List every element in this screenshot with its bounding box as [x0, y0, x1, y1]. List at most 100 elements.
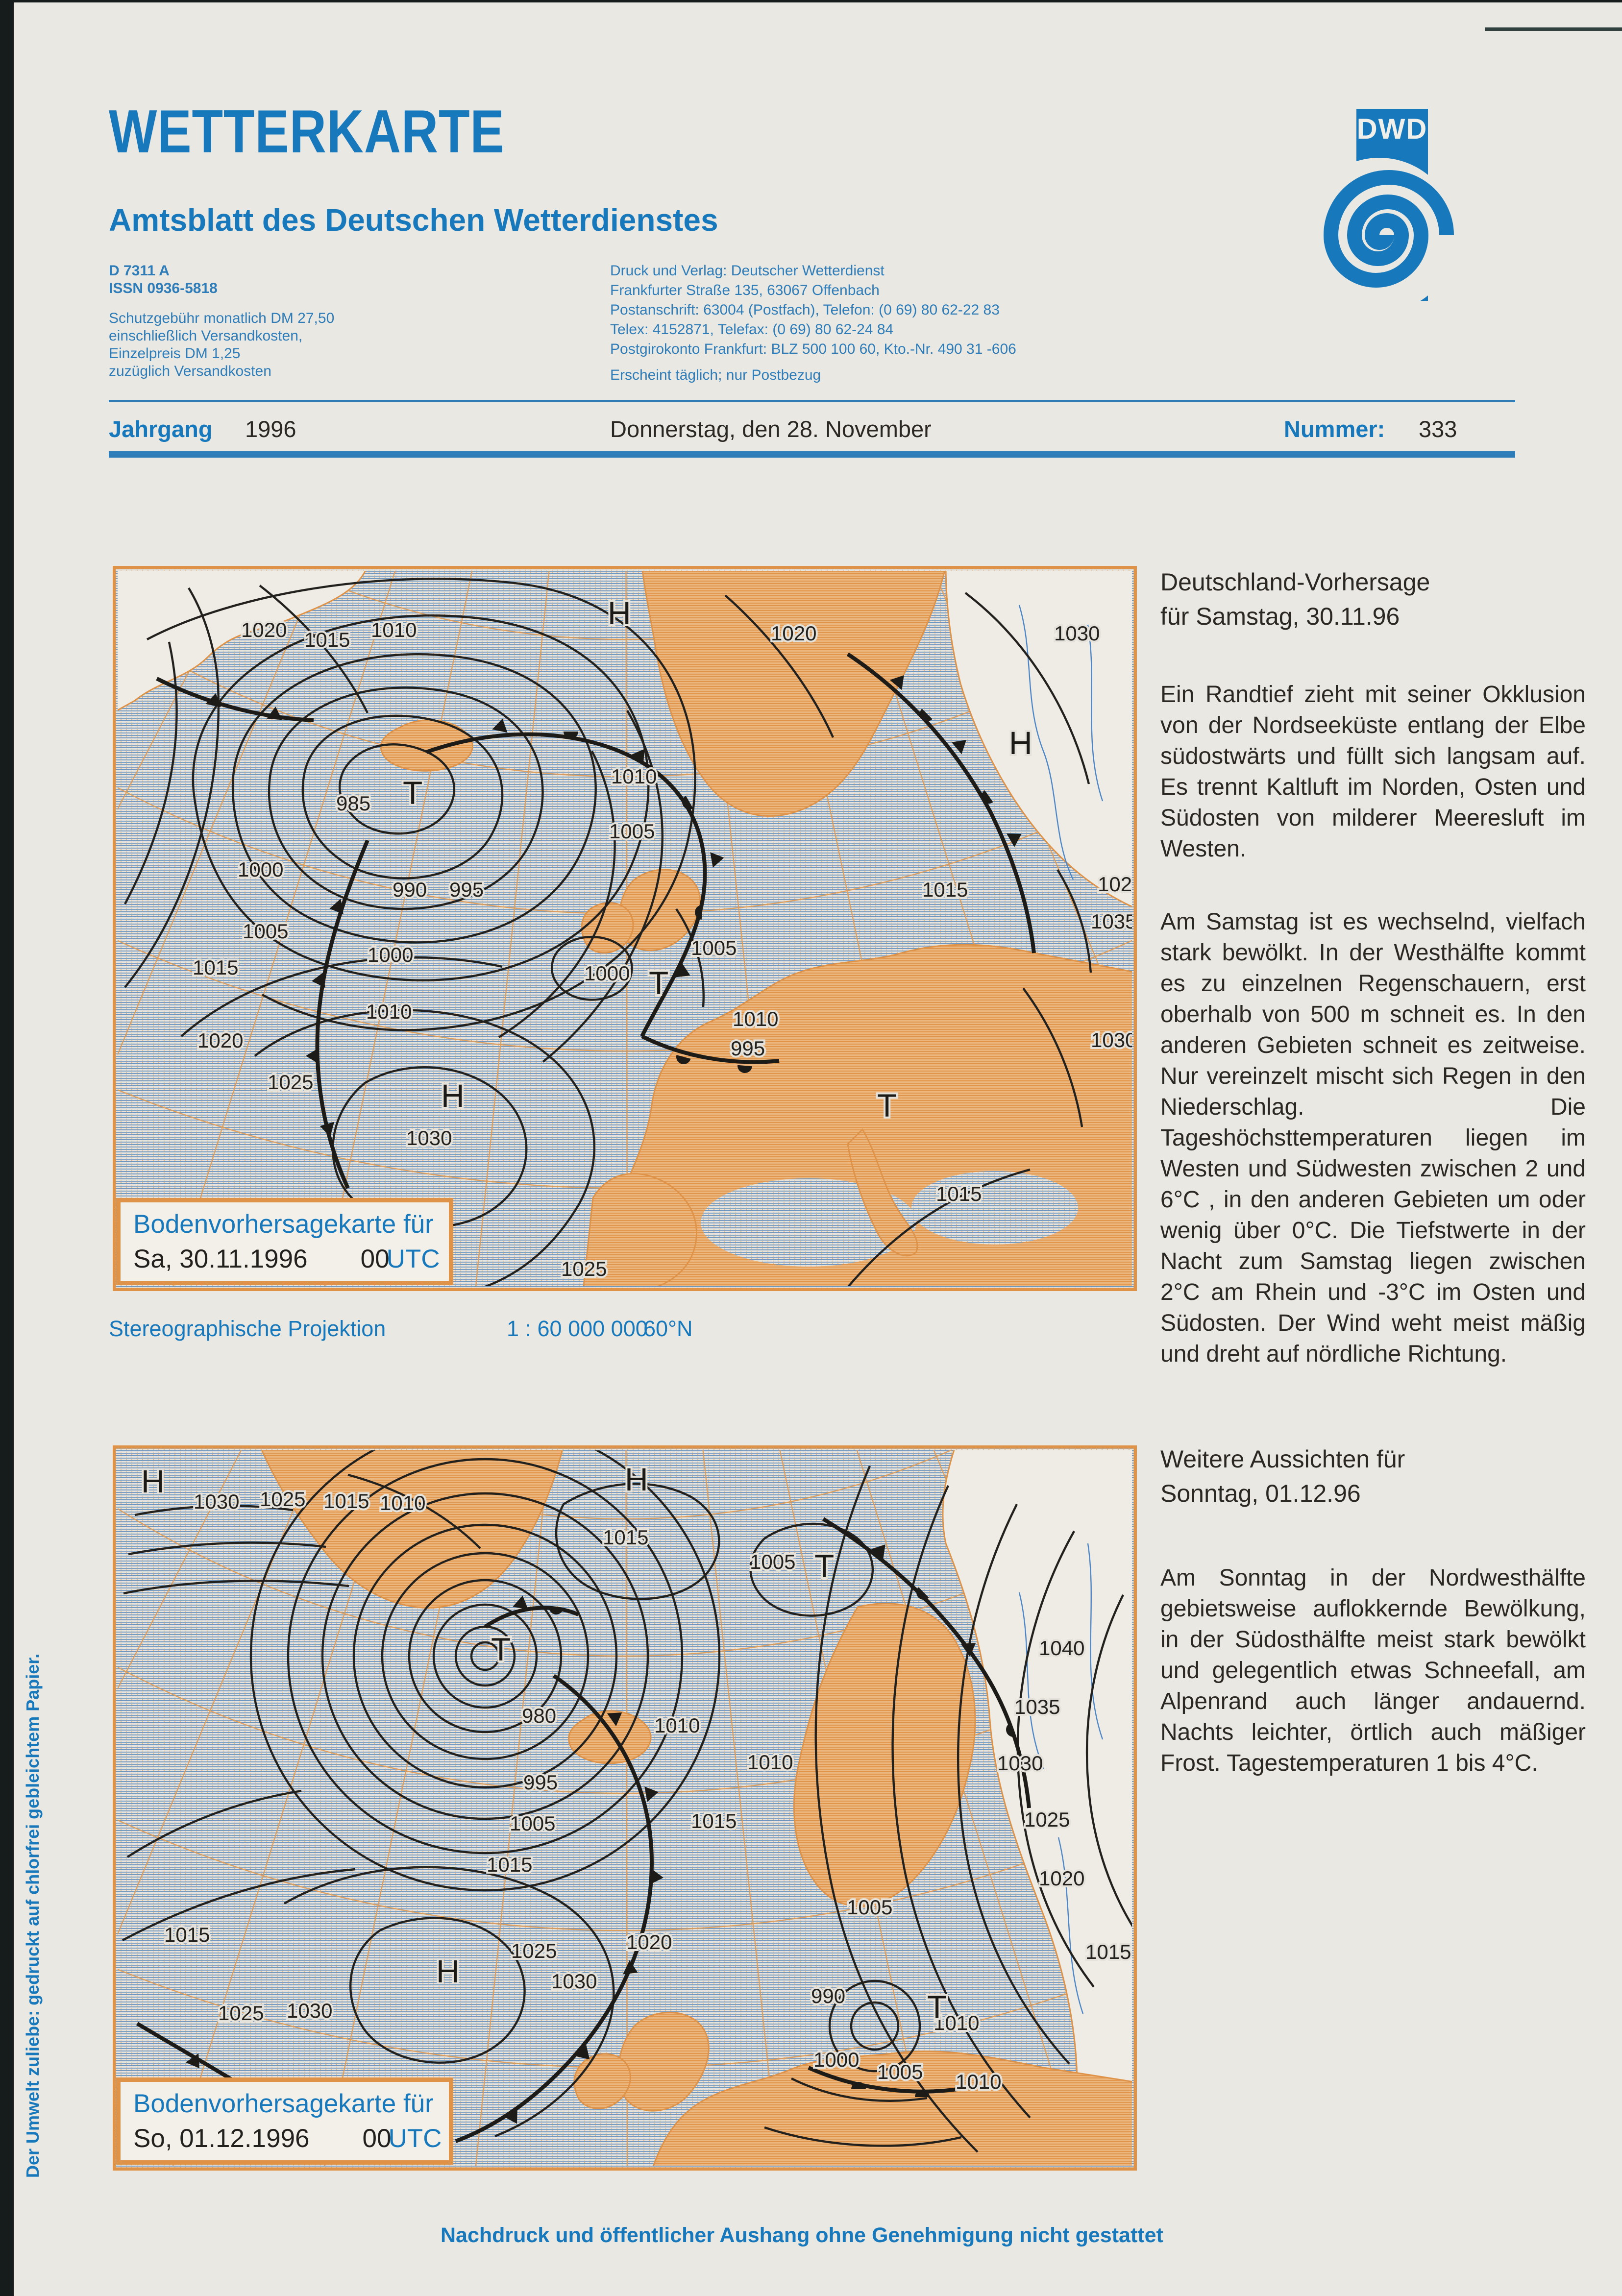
svg-text:1030: 1030 — [997, 1752, 1043, 1775]
dwd-logo: DWD — [1274, 98, 1480, 323]
svg-text:1005: 1005 — [243, 920, 288, 943]
landmasses — [261, 1450, 1132, 2166]
svg-text:1030: 1030 — [1091, 1028, 1136, 1051]
svg-text:1035: 1035 — [1014, 1695, 1060, 1718]
svg-text:995: 995 — [523, 1771, 558, 1794]
rivers — [1018, 605, 1104, 880]
issue-date: Donnerstag, den 28. November — [610, 416, 932, 442]
svg-text:990: 990 — [811, 1984, 845, 2007]
svg-text:1005: 1005 — [691, 936, 737, 959]
divider-thick — [109, 451, 1515, 458]
svg-text:1010: 1010 — [380, 1491, 425, 1514]
svg-text:1010: 1010 — [366, 1000, 412, 1023]
reprint-notice: Nachdruck und öffentlicher Aushang ohne … — [441, 2223, 1163, 2247]
page-title: WETTERKARTE — [109, 98, 505, 166]
svg-text:H: H — [608, 595, 631, 631]
map2-caption-title: Bodenvorhersagekarte für — [133, 2089, 434, 2118]
svg-text:1020: 1020 — [1039, 1867, 1084, 1890]
svg-text:1015: 1015 — [193, 956, 238, 979]
svg-text:T: T — [877, 1087, 897, 1124]
weather-map-2: H 1030 1025 1015 1010 H 1015 1005 T T 980 995 1005 10… — [113, 1445, 1137, 2171]
svg-text:H: H — [436, 1953, 460, 1989]
svg-text:1010: 1010 — [956, 2070, 1001, 2093]
svg-text:1005: 1005 — [847, 1896, 892, 1919]
svg-text:1015: 1015 — [603, 1526, 648, 1549]
svg-text:T: T — [649, 965, 668, 1001]
svg-text:1015: 1015 — [323, 1490, 369, 1513]
dwd-spiral-icon — [1302, 109, 1457, 313]
jahrgang-label: Jahrgang — [109, 416, 213, 442]
issn: ISSN 0936-5818 — [109, 280, 218, 296]
dwd-logo-text: DWD — [1356, 113, 1428, 145]
svg-text:1040: 1040 — [1039, 1637, 1084, 1660]
svg-text:1010: 1010 — [611, 765, 657, 788]
projection-scale: 1 : 60 000 000 — [507, 1316, 648, 1341]
svg-text:1025: 1025 — [260, 1488, 305, 1511]
page-subtitle: Amtsblatt des Deutschen Wetterdienstes — [109, 202, 718, 238]
scan-edge-top — [0, 0, 1622, 2]
svg-text:H: H — [1009, 725, 1032, 761]
scan-artifact — [1485, 27, 1622, 31]
svg-text:T: T — [814, 1548, 834, 1584]
publisher-info: Druck und Verlag: Deutscher Wetterdienst… — [610, 263, 1016, 357]
svg-text:1015: 1015 — [487, 1853, 532, 1876]
svg-text:T: T — [403, 775, 422, 811]
jahrgang-value: 1996 — [245, 416, 296, 442]
svg-text:1025: 1025 — [1098, 873, 1137, 896]
svg-text:1000: 1000 — [368, 943, 413, 966]
svg-text:1030: 1030 — [287, 1999, 332, 2022]
price-info: Schutzgebühr monatlich DM 27,50 einschli… — [109, 310, 335, 379]
svg-text:1025: 1025 — [561, 1257, 607, 1280]
svg-text:1000: 1000 — [238, 858, 283, 881]
svg-text:1015: 1015 — [1085, 1940, 1131, 1963]
utc-label: UTC — [386, 1245, 440, 1273]
svg-text:1025: 1025 — [268, 1071, 313, 1094]
svg-text:1020: 1020 — [771, 622, 816, 645]
surface-map-saturday: 1020 1015 1010 H 1020 1030 985 T 990 995 1000 1005 1… — [113, 566, 1137, 1291]
svg-text:1020: 1020 — [241, 618, 287, 641]
svg-text:T: T — [927, 1989, 947, 2025]
svg-text:1010: 1010 — [733, 1007, 778, 1030]
publication-number: D 7311 A — [109, 263, 170, 279]
svg-text:1010: 1010 — [934, 2011, 979, 2034]
svg-text:1005: 1005 — [750, 1550, 795, 1573]
svg-text:1020: 1020 — [626, 1930, 672, 1954]
publication-ids: D 7311 A ISSN 0936-5818 — [109, 262, 218, 297]
projection-name: Stereographische Projektion — [109, 1316, 386, 1341]
svg-text:H: H — [441, 1077, 465, 1114]
svg-text:1025: 1025 — [1024, 1808, 1070, 1831]
projection-latitude: 60°N — [643, 1316, 693, 1341]
svg-text:T: T — [491, 1631, 511, 1667]
svg-text:1030: 1030 — [551, 1970, 597, 1993]
svg-text:980: 980 — [522, 1704, 556, 1727]
nummer-label: Nummer: — [1284, 416, 1385, 442]
svg-text:1030: 1030 — [194, 1490, 239, 1513]
svg-text:H: H — [625, 1461, 648, 1497]
map2-isobar-labels: H 1030 1025 1015 1010 H 1015 1005 T T 980 995 1005 10… — [139, 1459, 1132, 2095]
fronts — [136, 1517, 1031, 2143]
utc-label: UTC — [388, 2124, 442, 2153]
svg-text:H: H — [141, 1463, 165, 1499]
forecast-column: Deutschland-Vorhersage für Samstag, 30.1… — [1160, 565, 1586, 1779]
publish-note: Erscheint täglich; nur Postbezug — [610, 367, 821, 383]
projection-caption: Stereographische Projektion 1 : 60 000 0… — [109, 1316, 844, 1345]
svg-text:1030: 1030 — [406, 1126, 452, 1149]
map1-caption-box: Bodenvorhersagekarte für Sa, 30.11.1996 0… — [116, 1198, 453, 1285]
forecast-paragraph-saturday: Am Samstag ist es wechselnd, vielfach st… — [1160, 909, 1586, 1367]
svg-text:985: 985 — [336, 792, 370, 815]
svg-text:995: 995 — [449, 878, 484, 901]
svg-text:1030: 1030 — [1054, 622, 1100, 645]
surface-map-sunday: H 1030 1025 1015 1010 H 1015 1005 T T 980 995 1005 10… — [113, 1445, 1137, 2171]
svg-text:1010: 1010 — [371, 618, 417, 641]
svg-text:995: 995 — [731, 1037, 765, 1060]
rivers — [1018, 1543, 1104, 2014]
svg-text:1005: 1005 — [609, 820, 655, 843]
map2-caption-date: So, 01.12.1996 00UTC — [133, 2124, 442, 2153]
eco-paper-note: Der Umwelt zuliebe: gedruckt auf chlorfr… — [23, 1653, 43, 2178]
svg-text:1000: 1000 — [584, 962, 630, 985]
nummer-value: 333 — [1419, 416, 1457, 442]
svg-text:1010: 1010 — [654, 1714, 700, 1737]
